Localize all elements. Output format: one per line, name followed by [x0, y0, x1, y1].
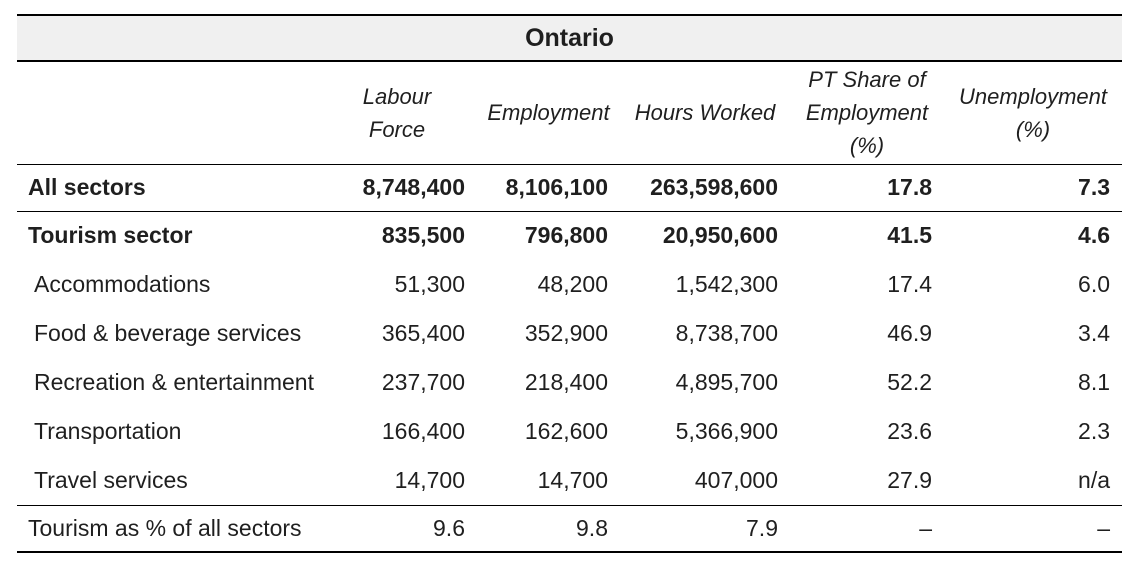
column-header-labour-force: Labour Force	[317, 61, 477, 165]
cell-pt-share: 17.4	[887, 271, 932, 297]
row-label: Accommodations	[34, 271, 211, 297]
column-header-pt-share: PT Share of Employment (%)	[790, 61, 944, 165]
cell-pt-share: 46.9	[887, 320, 932, 346]
cell-labour-force: 237,700	[381, 369, 465, 395]
cell-unemployment: 6.0	[1078, 271, 1111, 297]
cell-labour-force: 365,400	[381, 320, 465, 346]
cell-pt-share: 52.2	[887, 369, 932, 395]
table-row-tourism-sector: Tourism sector 835,500 796,800 20,950,60…	[17, 211, 1122, 260]
table-row-all-sectors: All sectors 8,748,400 8,106,100 263,598,…	[17, 164, 1123, 212]
row-label: Recreation & entertainment	[34, 369, 314, 395]
table-container: Ontario Labour Force Employment Hours Wo…	[17, 14, 1123, 553]
row-label: Transportation	[34, 418, 182, 444]
cell-pt-share: 23.6	[887, 418, 932, 444]
cell-labour-force: 835,500	[381, 222, 465, 249]
column-header-hours-worked: Hours Worked	[620, 61, 790, 165]
row-label: Travel services	[17, 456, 317, 506]
row-label: All sectors	[17, 164, 317, 212]
cell-employment: 48,200	[537, 271, 608, 297]
table-row-tourism-percent: Tourism as % of all sectors 9.6 9.8 7.9 …	[17, 505, 1123, 553]
cell-hours-worked: 407,000	[620, 456, 790, 506]
table-title-row: Ontario	[17, 14, 1123, 62]
ontario-stats-table: Ontario Labour Force Employment Hours Wo…	[17, 14, 1123, 553]
column-header-unemployment: Unemployment (%)	[944, 61, 1123, 165]
cell-employment: 796,800	[524, 222, 608, 249]
cell-unemployment: 2.3	[1078, 418, 1111, 444]
cell-unemployment: 8.1	[1078, 369, 1111, 395]
cell-hours-worked: 1,542,300	[675, 271, 778, 297]
cell-labour-force: 14,700	[317, 456, 477, 506]
table-row-recreation-entertainment: Recreation & entertainment 237,700 218,4…	[17, 358, 1122, 407]
cell-hours-worked: 20,950,600	[662, 222, 778, 249]
cell-employment: 9.8	[477, 505, 620, 553]
cell-pt-share: –	[790, 505, 944, 553]
table-row-travel-services: Travel services 14,700 14,700 407,000 27…	[17, 456, 1123, 506]
cell-labour-force: 166,400	[381, 418, 465, 444]
cell-hours-worked: 4,895,700	[675, 369, 778, 395]
table-title: Ontario	[17, 14, 1123, 62]
row-label: Tourism as % of all sectors	[17, 505, 317, 553]
cell-unemployment: –	[944, 505, 1123, 553]
row-label: Food & beverage services	[34, 320, 302, 346]
column-header-row: Labour Force Employment Hours Worked PT …	[17, 61, 1123, 165]
cell-employment: 352,900	[524, 320, 608, 346]
table-row-transportation: Transportation 166,400 162,600 5,366,900…	[17, 407, 1122, 456]
table-row-food-beverage: Food & beverage services 365,400 352,900…	[17, 309, 1122, 358]
cell-pt-share: 41.5	[887, 222, 932, 249]
cell-employment: 14,700	[477, 456, 620, 506]
column-header-employment: Employment	[477, 61, 620, 165]
cell-hours-worked: 8,738,700	[675, 320, 778, 346]
table-row-accommodations: Accommodations 51,300 48,200 1,542,300 1…	[17, 260, 1122, 309]
cell-unemployment: 4.6	[1078, 222, 1111, 249]
cell-unemployment: 7.3	[944, 164, 1123, 212]
cell-hours-worked: 263,598,600	[620, 164, 790, 212]
row-label: Tourism sector	[28, 222, 193, 249]
cell-pt-share: 17.8	[790, 164, 944, 212]
cell-hours-worked: 7.9	[620, 505, 790, 553]
cell-employment: 8,106,100	[477, 164, 620, 212]
cell-labour-force: 8,748,400	[317, 164, 477, 212]
cell-unemployment: 3.4	[1078, 320, 1111, 346]
cell-pt-share: 27.9	[790, 456, 944, 506]
cell-unemployment: n/a	[944, 456, 1123, 506]
cell-labour-force: 9.6	[317, 505, 477, 553]
cell-employment: 218,400	[524, 369, 608, 395]
cell-labour-force: 51,300	[394, 271, 465, 297]
column-header-blank	[17, 61, 317, 165]
cell-employment: 162,600	[524, 418, 608, 444]
cell-hours-worked: 5,366,900	[675, 418, 778, 444]
